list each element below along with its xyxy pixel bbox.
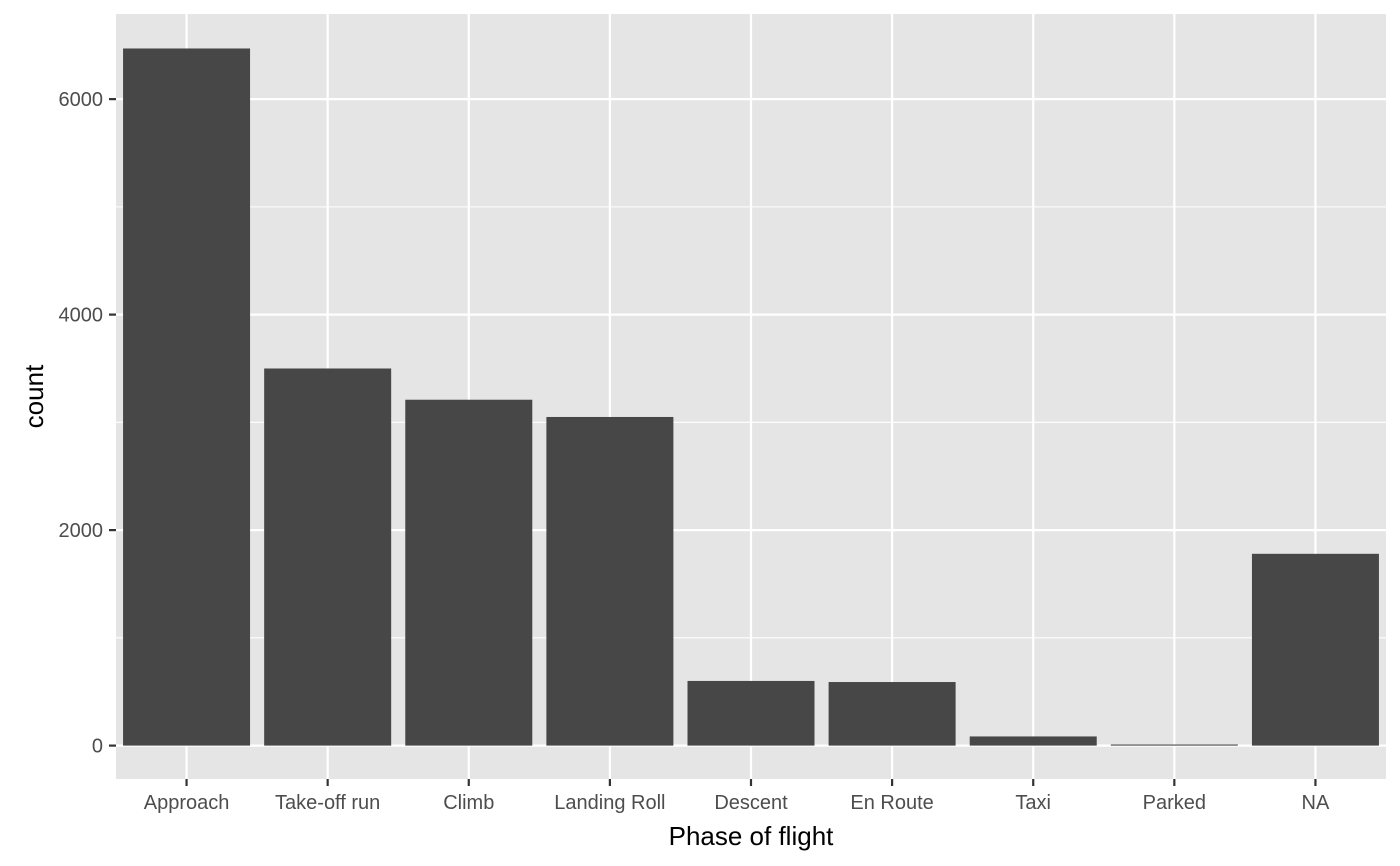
bar [687,680,815,746]
bar [828,682,956,746]
x-tick-label: Approach [144,792,230,814]
x-tick-label: Landing Roll [554,792,665,814]
y-axis-title: count [19,364,49,428]
y-tick-label: 0 [92,736,103,758]
y-tick-label: 4000 [59,305,104,327]
x-axis-title: Phase of flight [669,821,835,851]
x-tick-label: NA [1302,792,1330,814]
bars [123,48,1379,746]
bar [1110,744,1238,746]
axes: 0 2000 4000 6000 Approach Take-off run Climb La… [59,89,1330,814]
y-tick-label: 2000 [59,520,104,542]
bar [969,736,1097,746]
x-tick-label: Taxi [1015,792,1051,814]
bar [264,368,392,746]
x-tick-label: En Route [850,792,933,814]
x-tick-label: Take-off run [275,792,380,814]
y-tick-label: 6000 [59,89,104,111]
x-tick-label: Parked [1143,792,1206,814]
bar [546,416,674,746]
bar [405,399,533,746]
bar [123,48,251,746]
x-tick-label: Descent [714,792,788,814]
bar [1251,553,1379,746]
x-tick-label: Climb [443,792,494,814]
